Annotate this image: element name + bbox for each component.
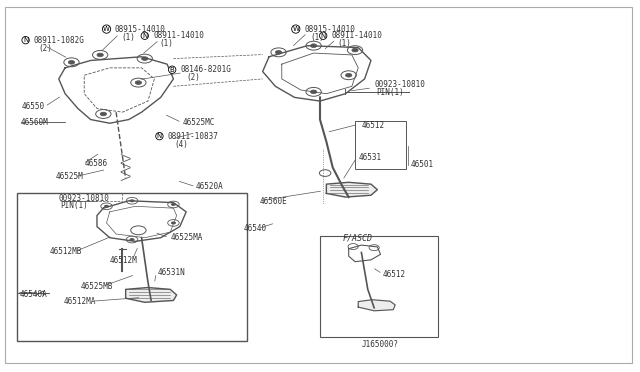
Text: 46520A: 46520A [196,182,223,191]
Circle shape [100,112,106,116]
Text: PIN(1): PIN(1) [61,201,88,210]
Text: 46501: 46501 [410,160,434,170]
Text: B: B [170,67,175,73]
Text: (1): (1) [338,39,352,48]
Circle shape [129,199,134,202]
Text: 00923-10810: 00923-10810 [59,194,109,203]
Text: (1): (1) [310,33,324,42]
Text: W: W [103,26,110,32]
Circle shape [104,205,109,208]
Text: (1): (1) [159,39,173,48]
Circle shape [135,81,141,84]
Text: (2): (2) [187,73,201,82]
Text: 08915-14010: 08915-14010 [115,25,166,33]
Circle shape [97,53,103,57]
Text: (4): (4) [174,140,188,149]
Text: 08911-14010: 08911-14010 [332,31,382,40]
Text: 46525MB: 46525MB [81,282,113,291]
Circle shape [310,90,317,94]
Text: N: N [321,33,326,39]
Text: N: N [157,133,162,139]
Text: 08911-10837: 08911-10837 [168,132,219,141]
Bar [355,121,406,169]
Text: 46512MB: 46512MB [49,247,81,256]
Text: PIN(1): PIN(1) [376,88,404,97]
Polygon shape [358,300,395,311]
Circle shape [352,48,358,52]
Text: 46560E: 46560E [259,197,287,206]
Text: 46512MA: 46512MA [64,297,96,306]
Circle shape [129,238,134,241]
Text: N: N [23,37,28,43]
Text: 08911-14010: 08911-14010 [153,31,204,40]
Text: (1): (1) [121,33,135,42]
Text: 46512: 46512 [362,121,385,129]
Text: 00923-10810: 00923-10810 [374,80,425,89]
Polygon shape [125,288,177,302]
Polygon shape [326,182,378,197]
Circle shape [275,51,282,54]
Text: 46525MC: 46525MC [183,118,216,127]
Text: 08911-1082G: 08911-1082G [34,36,84,45]
Text: 46586: 46586 [84,159,108,169]
Circle shape [310,44,317,48]
Circle shape [68,61,75,64]
Text: 08915-14010: 08915-14010 [304,25,355,33]
Text: J165000?: J165000? [362,340,399,349]
Text: F/ASCD: F/ASCD [342,234,372,243]
Circle shape [346,73,352,77]
Text: 46550: 46550 [22,102,45,111]
Text: 08146-8201G: 08146-8201G [180,65,231,74]
Text: 46512: 46512 [383,270,406,279]
Circle shape [171,221,176,224]
Text: (2): (2) [38,44,52,53]
Text: 46560M: 46560M [20,118,48,127]
Text: 46531: 46531 [358,153,381,162]
Bar [320,236,438,337]
Text: 46525MA: 46525MA [170,233,203,242]
Text: W: W [292,26,300,32]
Circle shape [141,57,148,61]
Text: 46540A: 46540A [19,291,47,299]
Text: 46531N: 46531N [157,268,185,277]
Circle shape [171,203,176,206]
Text: N: N [142,33,147,39]
Bar [17,193,246,341]
Text: 46512M: 46512M [109,256,138,265]
Text: 46540: 46540 [244,224,267,233]
Text: 46525M: 46525M [56,172,83,181]
